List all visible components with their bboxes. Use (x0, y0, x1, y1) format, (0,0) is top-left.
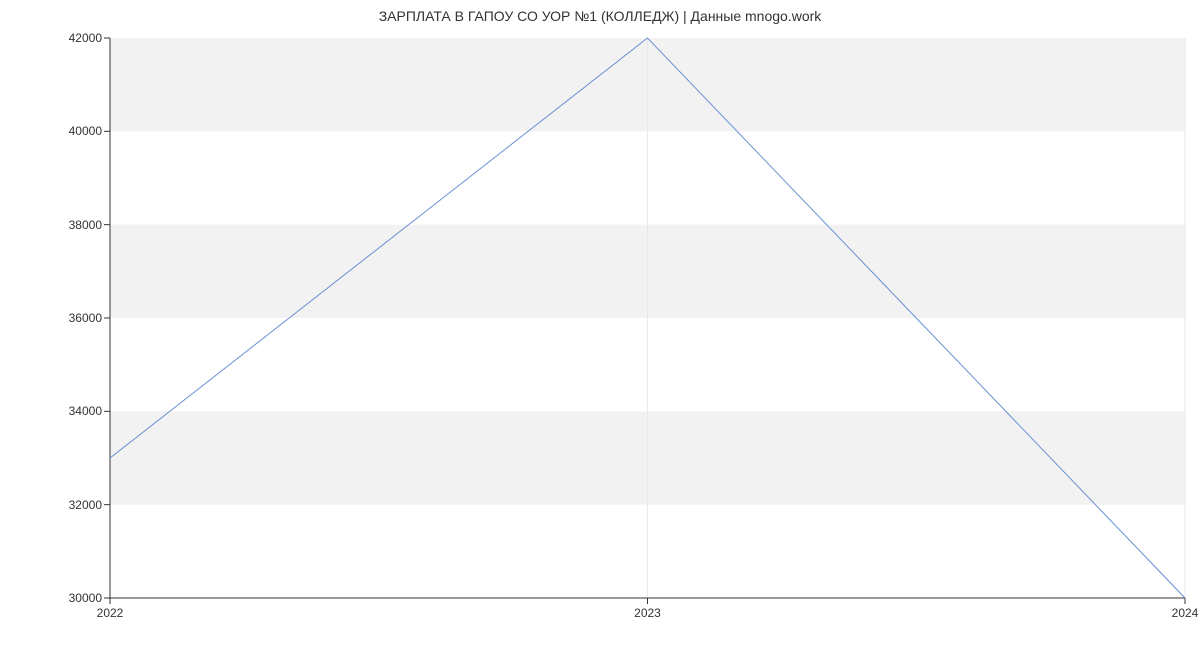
y-tick-label: 36000 (69, 311, 110, 325)
chart-title: ЗАРПЛАТА В ГАПОУ СО УОР №1 (КОЛЛЕДЖ) | Д… (0, 8, 1200, 24)
plot-area: 3000032000340003600038000400004200020222… (110, 38, 1185, 598)
y-tick-label: 34000 (69, 404, 110, 418)
y-tick-label: 32000 (69, 498, 110, 512)
line-chart: ЗАРПЛАТА В ГАПОУ СО УОР №1 (КОЛЛЕДЖ) | Д… (0, 0, 1200, 650)
x-tick-label: 2024 (1172, 598, 1199, 620)
x-tick-label: 2023 (634, 598, 661, 620)
x-tick-label: 2022 (97, 598, 124, 620)
chart-svg (110, 38, 1185, 598)
y-tick-label: 42000 (69, 31, 110, 45)
y-tick-label: 38000 (69, 218, 110, 232)
y-tick-label: 40000 (69, 124, 110, 138)
